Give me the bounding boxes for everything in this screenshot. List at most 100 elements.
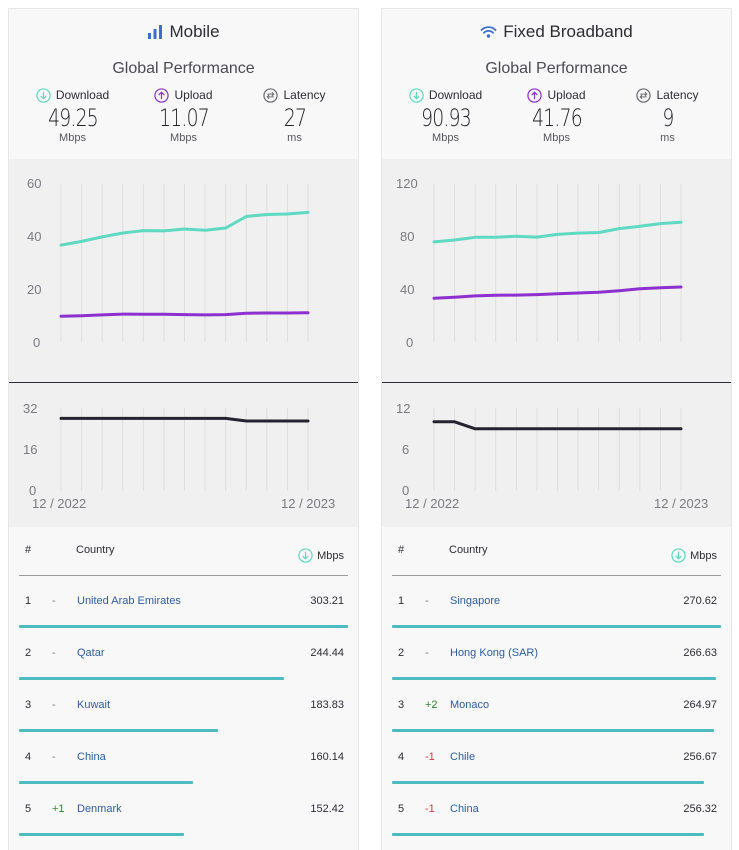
latency-value: 9	[661, 104, 674, 132]
latency-chart-svg: 12 6 0 12 / 2022 12 / 2023	[396, 401, 708, 511]
x-tick-label-start: 12 / 2022	[405, 496, 459, 511]
country-link[interactable]: United Arab Emirates	[77, 595, 181, 607]
panel-title: Mobile	[169, 21, 220, 41]
table-row[interactable]: 2 - Hong Kong (SAR) 266.63	[392, 628, 721, 680]
chart-divider	[382, 382, 731, 383]
rank-cell: 3	[25, 699, 32, 711]
rank-cell: 2	[398, 647, 405, 659]
series-line	[59, 210, 310, 247]
speed-chart: 60 40 20 0	[9, 159, 358, 382]
latency-stat: Latency 9 ms	[618, 87, 718, 144]
upload-arrow-icon	[527, 87, 543, 103]
table-row[interactable]: 5 -1 China 256.32	[392, 784, 721, 836]
download-stat: Download 49.25 Mbps	[23, 87, 123, 144]
mbps-header-label: Mbps	[690, 549, 717, 562]
table-row[interactable]: 4 - China 160.14	[19, 732, 348, 784]
speed-bar	[19, 677, 285, 680]
download-label: Download	[428, 88, 483, 102]
upload-label: Upload	[547, 88, 586, 102]
upload-unit: Mbps	[543, 132, 570, 144]
table-row[interactable]: 1 - Singapore 270.62	[392, 576, 721, 628]
y-tick-label: 0	[402, 483, 409, 498]
wifi-icon	[480, 24, 497, 40]
latency-unit: ms	[287, 132, 302, 144]
series-line	[59, 311, 310, 318]
series-line	[432, 420, 683, 431]
y-tick-label: 0	[406, 335, 413, 350]
table-row[interactable]: 1 - United Arab Emirates 303.21	[19, 576, 348, 628]
download-arrow-icon	[409, 87, 424, 103]
download-unit: Mbps	[432, 132, 459, 144]
speed-bar	[19, 781, 193, 784]
download-value: 49.25	[47, 104, 98, 132]
y-tick-label: 80	[400, 229, 414, 244]
upload-arrow-icon	[154, 87, 170, 103]
y-tick-label: 40	[27, 229, 41, 244]
y-tick-label: 40	[400, 282, 414, 297]
speed-value: 303.21	[310, 595, 344, 607]
series-line	[59, 416, 310, 423]
mbps-column-header[interactable]: Mbps	[298, 548, 344, 563]
table-row[interactable]: 5 +1 Denmark 152.42	[19, 784, 348, 836]
change-cell: -1	[425, 751, 435, 763]
section-title: Global Performance	[485, 60, 628, 77]
country-link[interactable]: China	[450, 803, 479, 815]
speed-value: 264.97	[683, 699, 717, 711]
x-tick-label-start: 12 / 2022	[32, 496, 86, 511]
signal-bars-icon	[147, 24, 163, 40]
download-arrow-icon	[36, 87, 51, 103]
change-cell: -	[52, 699, 56, 711]
change-cell: -	[52, 751, 56, 763]
rank-cell: 3	[398, 699, 405, 711]
y-tick-label: 120	[396, 176, 418, 191]
rank-cell: 4	[25, 751, 32, 763]
mbps-column-header[interactable]: Mbps	[671, 548, 717, 563]
section-title: Global Performance	[112, 60, 255, 77]
country-link[interactable]: Kuwait	[77, 699, 111, 711]
change-cell: -	[425, 595, 429, 607]
table-body: 1 - United Arab Emirates 303.21 2 - Qatar 244.…	[19, 576, 348, 836]
latency-arrows-icon	[263, 87, 279, 103]
speed-bar	[19, 625, 348, 628]
download-arrow-icon	[298, 548, 313, 563]
table-row[interactable]: 3 +2 Monaco 264.97	[392, 680, 721, 732]
y-tick-label: 16	[23, 442, 37, 457]
x-tick-label-end: 12 / 2023	[281, 496, 335, 511]
rank-cell: 5	[25, 803, 32, 815]
download-unit: Mbps	[59, 132, 86, 144]
rank-cell: 4	[398, 751, 405, 763]
country-link[interactable]: Monaco	[450, 699, 490, 711]
y-tick-label: 0	[33, 335, 40, 350]
y-tick-label: 32	[23, 401, 37, 416]
table-row[interactable]: 2 - Qatar 244.44	[19, 628, 348, 680]
country-link[interactable]: Denmark	[77, 803, 122, 815]
country-link[interactable]: Qatar	[77, 647, 105, 659]
country-link[interactable]: Hong Kong (SAR)	[450, 647, 539, 659]
speed-bar	[19, 729, 219, 732]
speed-chart-svg: 120 80 40 0	[396, 176, 683, 350]
series-line	[432, 220, 683, 244]
rank-cell: 5	[398, 803, 405, 815]
country-link[interactable]: Chile	[450, 751, 476, 763]
speed-bar	[392, 833, 704, 836]
download-stat: Download 90.93 Mbps	[396, 87, 496, 144]
upload-label: Upload	[174, 88, 213, 102]
upload-unit: Mbps	[170, 132, 197, 144]
speed-bar	[392, 781, 704, 784]
latency-label: Latency	[283, 88, 326, 102]
y-tick-label: 60	[27, 176, 41, 191]
table-row[interactable]: 4 -1 Chile 256.67	[392, 732, 721, 784]
country-link[interactable]: China	[77, 751, 106, 763]
y-tick-label: 6	[402, 442, 409, 457]
speed-bar	[392, 677, 717, 680]
download-arrow-icon	[671, 548, 686, 563]
rank-cell: 1	[25, 595, 32, 607]
change-cell: +1	[52, 803, 65, 815]
change-cell: -	[52, 647, 56, 659]
table-row[interactable]: 3 - Kuwait 183.83	[19, 680, 348, 732]
rank-column-header: #	[398, 544, 405, 556]
country-ranking-table: # Country Mbps 1 - Singapore 270.62 2 - Hong …	[382, 527, 731, 836]
speed-bar	[392, 729, 715, 732]
country-link[interactable]: Singapore	[450, 595, 501, 607]
country-column-header: Country	[76, 544, 115, 556]
